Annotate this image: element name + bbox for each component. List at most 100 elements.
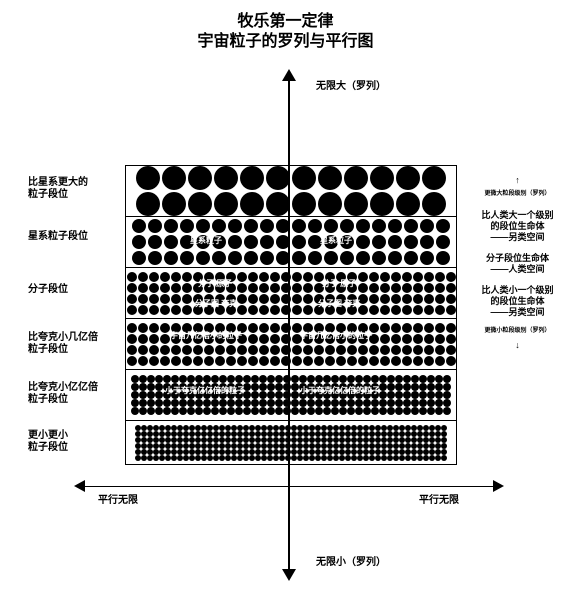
- particle-dot: [127, 272, 137, 282]
- particle-dot: [427, 399, 435, 407]
- particle-dot: [204, 283, 214, 293]
- particle-dot: [193, 323, 203, 333]
- particle-dot: [395, 391, 403, 399]
- particle-dot: [424, 305, 434, 315]
- particle-dot: [149, 356, 159, 366]
- particle-dot: [163, 407, 171, 415]
- right-tiny-bot: 更微小粒段级别（罗列）: [470, 326, 565, 337]
- particle-dot: [340, 235, 354, 249]
- particle-dot: [356, 219, 370, 233]
- particle-dot: [413, 334, 423, 344]
- particle-dot: [347, 294, 357, 304]
- particle-dot: [182, 272, 192, 282]
- particle-dot: [299, 375, 307, 383]
- particle-dot: [226, 345, 236, 355]
- particle-dot: [315, 399, 323, 407]
- particle-dot: [443, 399, 451, 407]
- dot-row: [126, 455, 456, 461]
- particle-dot: [336, 334, 346, 344]
- particle-dot: [149, 345, 159, 355]
- particle-dot: [276, 251, 290, 265]
- particle-dot: [307, 375, 315, 383]
- particle-dot: [243, 375, 251, 383]
- particle-dot: [355, 399, 363, 407]
- particle-dot: [325, 272, 335, 282]
- particle-dot: [212, 235, 226, 249]
- particle-dot: [395, 375, 403, 383]
- particle-dot: [266, 166, 290, 190]
- particle-dot: [411, 375, 419, 383]
- particle-dot: [424, 272, 434, 282]
- particle-dot: [325, 305, 335, 315]
- particle-dot: [155, 383, 163, 391]
- particle-dot: [147, 383, 155, 391]
- particle-dot: [292, 294, 302, 304]
- particle-dot: [446, 334, 456, 344]
- particle-dot: [226, 305, 236, 315]
- particle-dot: [164, 251, 178, 265]
- axis-label-left: 平行无限: [98, 491, 138, 506]
- particle-dot: [138, 294, 148, 304]
- particle-dot: [147, 375, 155, 383]
- particle-dot: [193, 345, 203, 355]
- particle-dot: [370, 166, 394, 190]
- particle-dot: [303, 305, 313, 315]
- particle-dot: [204, 334, 214, 344]
- particle-dot: [160, 334, 170, 344]
- particle-dot: [314, 334, 324, 344]
- right-b1b: 的段位生命体: [470, 221, 565, 232]
- particle-dot: [355, 375, 363, 383]
- up-arrow-icon: ↑: [515, 175, 520, 186]
- particle-dot: [160, 283, 170, 293]
- particle-dot: [179, 383, 187, 391]
- particle-dot: [281, 283, 291, 293]
- particle-dot: [283, 391, 291, 399]
- dot-row: [126, 334, 456, 344]
- particle-dot: [336, 356, 346, 366]
- particle-dot: [435, 272, 445, 282]
- particle-dot: [139, 407, 147, 415]
- particle-dot: [237, 356, 247, 366]
- particle-dot: [443, 375, 451, 383]
- particle-dot: [188, 192, 212, 216]
- particle-dot: [237, 345, 247, 355]
- particle-dot: [387, 383, 395, 391]
- particle-dot: [379, 391, 387, 399]
- particle-dot: [446, 345, 456, 355]
- right-b2b: ——人类空间: [470, 264, 565, 275]
- particle-dot: [419, 375, 427, 383]
- particle-dot: [307, 383, 315, 391]
- axis-label-top: 无限大（罗列）: [316, 77, 386, 92]
- particle-dot: [147, 399, 155, 407]
- particle-dot: [446, 356, 456, 366]
- particle-dot: [314, 356, 324, 366]
- particle-dot: [331, 375, 339, 383]
- particle-dot: [147, 391, 155, 399]
- particle-dot: [358, 323, 368, 333]
- particle-dot: [391, 356, 401, 366]
- particle-dot: [211, 399, 219, 407]
- particle-dot: [314, 305, 324, 315]
- particle-dot: [331, 407, 339, 415]
- particle-dot: [204, 356, 214, 366]
- right-b3c: ——另类空间: [470, 307, 565, 318]
- particle-dot: [339, 399, 347, 407]
- right-b2a: 分子段位生命体: [470, 253, 565, 264]
- particle-dot: [371, 375, 379, 383]
- right-block-3: 比人类小一个级别 的段位生命体 ——另类空间: [470, 285, 565, 318]
- particle-dot: [339, 383, 347, 391]
- particle-dot: [226, 356, 236, 366]
- particle-dot: [160, 356, 170, 366]
- particle-dot: [215, 323, 225, 333]
- particle-dot: [155, 407, 163, 415]
- particle-dot: [237, 323, 247, 333]
- particle-dot: [395, 407, 403, 415]
- particle-dot: [420, 235, 434, 249]
- particle-dot: [292, 235, 306, 249]
- particle-dot: [339, 407, 347, 415]
- particle-dot: [292, 334, 302, 344]
- particle-dot: [163, 399, 171, 407]
- particle-dot: [427, 375, 435, 383]
- particle-dot: [446, 283, 456, 293]
- particle-dot: [182, 334, 192, 344]
